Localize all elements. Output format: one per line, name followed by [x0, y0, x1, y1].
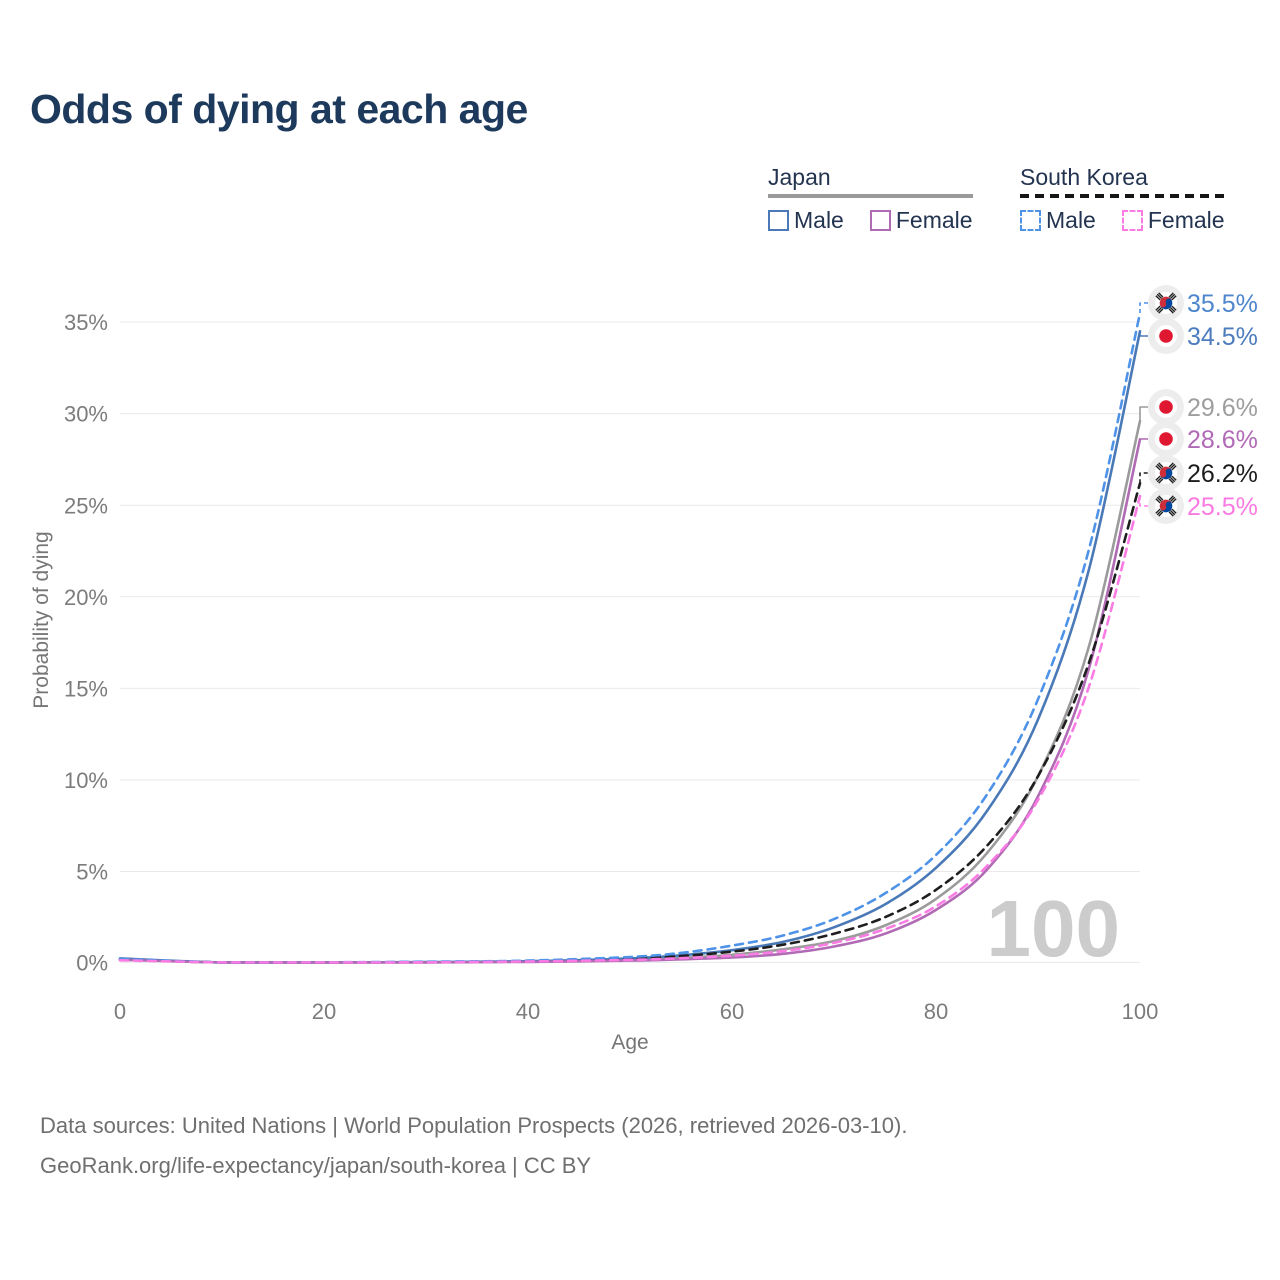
- end-label-connector: [1139, 472, 1148, 484]
- south-korea-flag-icon: [1155, 462, 1177, 484]
- end-label-connector: [1139, 331, 1148, 337]
- y-tick-label-25: 25%: [64, 493, 108, 518]
- legend-item-south-korea-female-label: Female: [1147, 207, 1225, 233]
- legend-item-south-korea-female[interactable]: Female: [1121, 207, 1225, 234]
- end-label-value: 26.2%: [1187, 460, 1258, 488]
- legend-group-japan: Japan Male Female: [768, 164, 973, 234]
- x-axis-title: Age: [611, 1031, 648, 1054]
- end-label-japan-female: 28.6%: [1139, 421, 1258, 457]
- end-label-connector: [1139, 302, 1148, 313]
- legend-country-south-korea[interactable]: South Korea: [1020, 164, 1225, 198]
- end-label-value: 28.6%: [1187, 426, 1258, 454]
- end-label-south-korea-total: 26.2%: [1139, 455, 1258, 491]
- age-counter-watermark: 100: [987, 884, 1120, 973]
- end-labels: 29.6% 34.5% 28.6%: [1139, 285, 1258, 524]
- legend-item-south-korea-male[interactable]: Male: [1020, 207, 1096, 234]
- y-tick-label-0: 0%: [76, 950, 108, 975]
- japan-female-swatch-icon: [869, 210, 891, 231]
- end-label-value: 29.6%: [1187, 394, 1258, 422]
- data-sources-line: Data sources: United Nations | World Pop…: [40, 1113, 908, 1138]
- x-tick-label-0: 0: [114, 999, 126, 1024]
- japan-flag-icon: [1155, 428, 1177, 450]
- source-url-line: GeoRank.org/life-expectancy/japan/south-…: [40, 1153, 592, 1178]
- y-tick-label-15: 15%: [64, 676, 108, 701]
- end-label-japan-total: 29.6%: [1139, 389, 1258, 425]
- legend-item-japan-female-label: Female: [895, 207, 973, 233]
- legend-group-south-korea: South Korea Male Female: [1020, 164, 1225, 234]
- legend-item-south-korea-male-label: Male: [1046, 207, 1096, 233]
- legend-country-japan-label: Japan: [768, 164, 831, 190]
- legend-country-japan[interactable]: Japan: [768, 164, 973, 198]
- y-tick-label-30: 30%: [64, 402, 108, 427]
- end-label-value: 34.5%: [1187, 323, 1258, 351]
- series-lines: [118, 311, 1142, 964]
- x-tick-label-40: 40: [516, 999, 540, 1024]
- legend-item-japan-female[interactable]: Female: [869, 207, 973, 234]
- y-tick-label-5: 5%: [76, 859, 108, 884]
- south-korea-flag-icon: [1155, 495, 1177, 517]
- end-label-japan-male: 34.5%: [1139, 318, 1258, 354]
- series-line-south-korea-male[interactable]: [118, 311, 1142, 964]
- chart-footer: Data sources: United Nations | World Pop…: [40, 1106, 907, 1186]
- south-korea-dashed-line-swatch: [1020, 194, 1225, 198]
- japan-flag-icon: [1155, 325, 1177, 347]
- age-watermark: 100: [987, 884, 1120, 973]
- end-label-south-korea-female: 25.5%: [1139, 488, 1258, 524]
- x-tick-label-20: 20: [312, 999, 336, 1024]
- end-label-value: 35.5%: [1187, 290, 1258, 318]
- y-axis-title: Probability of dying: [30, 531, 53, 708]
- end-label-south-korea-male: 35.5%: [1139, 285, 1258, 321]
- y-tick-label-35: 35%: [64, 310, 108, 335]
- south-korea-female-swatch-icon: [1121, 210, 1143, 231]
- japan-male-swatch-icon: [768, 210, 789, 231]
- series-line-south-korea-female[interactable]: [118, 494, 1142, 964]
- end-label-connector: [1139, 406, 1148, 421]
- legend-items-south-korea: Male Female: [1020, 207, 1225, 234]
- south-korea-male-swatch-icon: [1020, 210, 1041, 231]
- end-label-connector: [1139, 496, 1148, 507]
- legend-item-japan-male[interactable]: Male: [768, 207, 844, 234]
- y-tick-label-20: 20%: [64, 585, 108, 610]
- grid-lines: [120, 321, 1140, 963]
- page-title: Odds of dying at each age: [30, 86, 528, 132]
- x-tick-label-100: 100: [1122, 999, 1159, 1024]
- x-tick-label-80: 80: [924, 999, 948, 1024]
- japan-solid-line-swatch: [768, 194, 973, 198]
- legend-country-south-korea-label: South Korea: [1020, 164, 1148, 190]
- legend-item-japan-male-label: Male: [794, 207, 844, 233]
- end-label-value: 25.5%: [1187, 493, 1258, 521]
- legend-items-japan: Male Female: [768, 207, 973, 234]
- south-korea-flag-icon: [1155, 292, 1177, 314]
- x-tick-label-60: 60: [720, 999, 744, 1024]
- y-tick-label-10: 10%: [64, 768, 108, 793]
- axes: 0% 5% 10% 15% 20% 25% 30% 35% 0 20 40 60 80 100 Probab…: [30, 310, 1158, 1054]
- series-line-japan-total[interactable]: [118, 419, 1142, 964]
- japan-flag-icon: [1155, 396, 1177, 418]
